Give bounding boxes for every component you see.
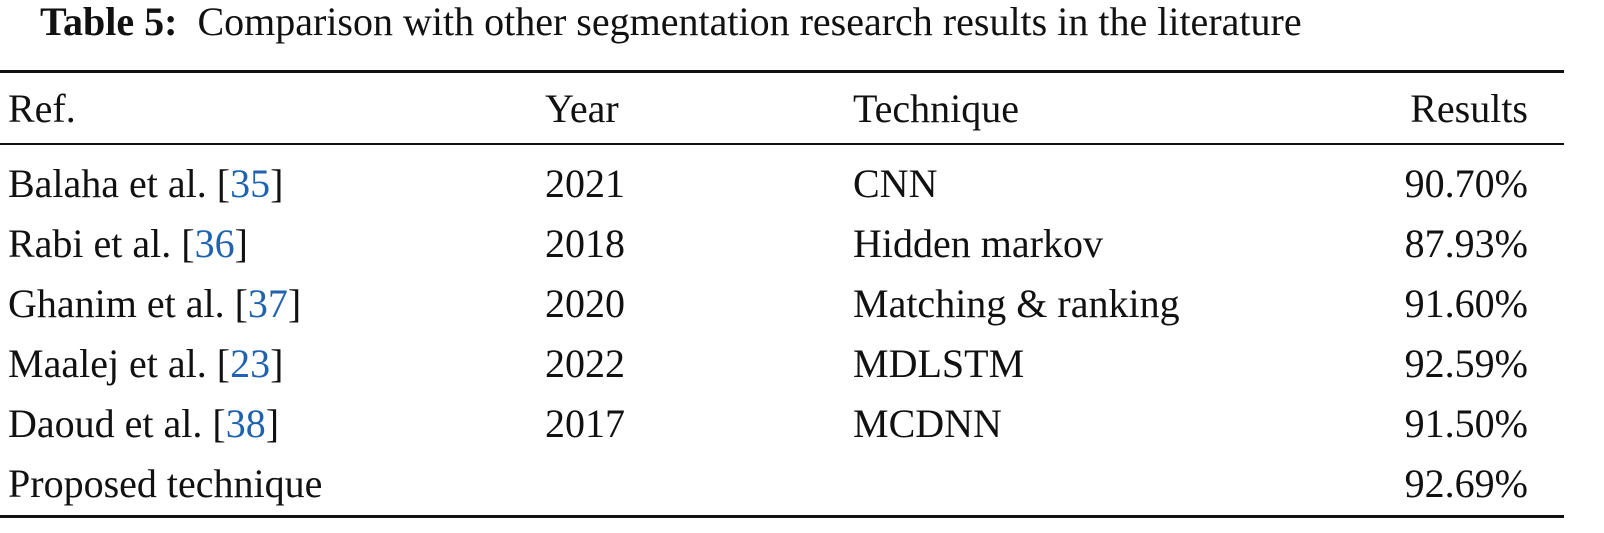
- year-cell: 2017: [545, 401, 625, 446]
- header-rule: [0, 143, 1564, 145]
- bottom-rule: [0, 515, 1564, 518]
- technique-cell: Hidden markov: [853, 221, 1103, 266]
- result-cell: 90.70%: [1404, 161, 1528, 206]
- ref-cell: Daoud et al. [38]: [8, 404, 279, 444]
- year-cell: 2021: [545, 161, 625, 206]
- header-technique: Technique: [853, 86, 1020, 131]
- year-cell: 2022: [545, 341, 625, 386]
- ref-cell: Balaha et al. [35]: [8, 164, 283, 204]
- citation-link[interactable]: 36: [194, 221, 235, 266]
- header-ref: Ref.: [8, 86, 76, 131]
- top-rule: [0, 70, 1564, 73]
- caption-text: Comparison with other segmentation resea…: [197, 0, 1302, 44]
- result-cell: 91.50%: [1404, 401, 1528, 446]
- header-year: Year: [545, 86, 619, 131]
- ref-text: ]: [270, 161, 284, 206]
- ref-text: Maalej et al. [: [8, 341, 231, 386]
- citation-link[interactable]: 38: [225, 401, 266, 446]
- ref-text: ]: [234, 221, 248, 266]
- technique-cell: MDLSTM: [853, 341, 1025, 386]
- citation-link[interactable]: 23: [230, 341, 271, 386]
- result-cell: 92.59%: [1404, 341, 1528, 386]
- ref-cell: Maalej et al. [23]: [8, 344, 283, 384]
- result-cell: 92.69%: [1404, 461, 1528, 506]
- ref-text: ]: [265, 401, 280, 446]
- ref-text: Ghanim et al. [: [8, 281, 248, 326]
- header-results: Results: [1410, 86, 1528, 131]
- citation-link[interactable]: 37: [247, 281, 288, 326]
- ref-text: Balaha et al. [: [8, 161, 231, 206]
- ref-cell: Ghanim et al. [37]: [8, 284, 301, 324]
- ref-cell: Proposed technique: [8, 464, 322, 504]
- ref-text: Rabi et al. [: [8, 221, 195, 266]
- year-cell: 2018: [545, 221, 625, 266]
- result-cell: 87.93%: [1404, 221, 1528, 266]
- caption-label: Table 5:: [40, 0, 178, 44]
- ref-text: ]: [270, 341, 284, 386]
- technique-cell: CNN: [853, 161, 938, 206]
- technique-cell: Matching & ranking: [853, 281, 1180, 326]
- ref-text: ]: [287, 281, 302, 326]
- result-cell: 91.60%: [1404, 281, 1528, 326]
- ref-cell: Rabi et al. [36]: [8, 224, 248, 264]
- ref-text: Proposed technique: [8, 461, 323, 506]
- citation-link[interactable]: 35: [230, 161, 271, 206]
- year-cell: 2020: [545, 281, 625, 326]
- technique-cell: MCDNN: [853, 401, 1002, 446]
- caption: Table 5: Comparison with other segmentat…: [40, 2, 1302, 42]
- ref-text: Daoud et al. [: [8, 401, 226, 446]
